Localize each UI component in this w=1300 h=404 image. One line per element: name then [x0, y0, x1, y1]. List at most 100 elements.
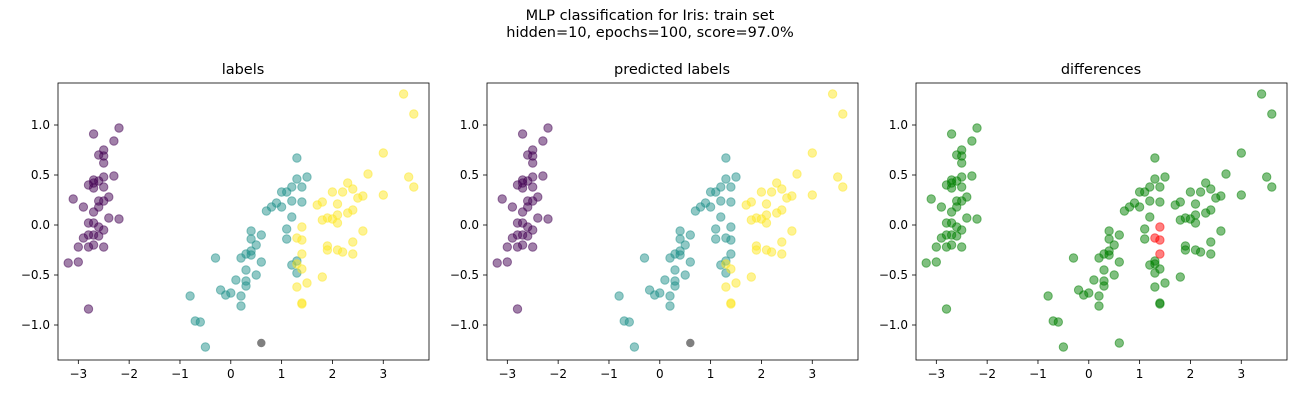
data-point	[99, 242, 109, 252]
data-point	[1104, 226, 1114, 236]
y-tick-label: −0.5	[21, 268, 50, 282]
data-point	[1134, 202, 1145, 212]
data-point	[746, 272, 756, 282]
data-point	[670, 265, 680, 275]
data-point	[1195, 247, 1206, 257]
data-point	[1256, 89, 1267, 99]
data-point	[88, 207, 99, 217]
data-point	[777, 249, 787, 259]
x-tick-label: −3	[498, 367, 516, 381]
y-tick-label: 0.5	[460, 168, 479, 182]
data-point	[297, 235, 307, 245]
data-point	[246, 226, 256, 236]
data-point	[78, 233, 89, 243]
plot-frame	[915, 82, 1288, 361]
data-point	[741, 200, 751, 210]
plot-frame	[57, 82, 430, 361]
data-point	[337, 187, 348, 197]
data-point	[1058, 342, 1069, 352]
chart-title-predicted-labels: predicted labels	[614, 62, 730, 78]
data-point	[941, 304, 952, 314]
data-point	[921, 258, 931, 268]
x-tick-label: 1	[707, 367, 715, 381]
data-point	[104, 213, 114, 223]
x-tick-label: −1	[600, 367, 618, 381]
data-point	[731, 172, 741, 182]
data-point	[543, 123, 553, 133]
data-point	[731, 278, 741, 288]
data-point	[690, 206, 701, 216]
y-tick-label: 1.0	[460, 118, 479, 132]
data-point	[73, 242, 84, 252]
data-point	[1155, 182, 1165, 192]
data-point	[766, 247, 777, 257]
data-point	[287, 212, 297, 222]
data-point	[931, 257, 941, 267]
data-point	[1211, 193, 1221, 203]
data-point	[517, 207, 528, 217]
data-point	[675, 226, 685, 236]
data-point	[94, 231, 104, 241]
data-point	[1079, 290, 1089, 300]
x-tick-label: 2	[329, 367, 337, 381]
data-point	[1155, 235, 1165, 245]
data-point	[675, 250, 685, 260]
data-point	[497, 194, 507, 204]
x-tick-label: 0	[227, 367, 235, 381]
data-point	[957, 182, 967, 192]
data-point	[317, 272, 327, 282]
data-point	[926, 194, 936, 204]
plot-frame	[486, 82, 859, 361]
x-tick-label: −3	[69, 367, 87, 381]
data-point	[409, 109, 419, 119]
data-point	[751, 245, 762, 255]
data-point	[246, 250, 256, 260]
data-point	[282, 187, 292, 197]
data-point	[348, 237, 358, 247]
x-tick-label: −1	[1029, 367, 1047, 381]
data-point	[78, 202, 89, 212]
data-point	[931, 242, 941, 252]
data-point	[1190, 218, 1201, 228]
x-tick-label: −2	[120, 367, 138, 381]
data-point	[241, 265, 251, 275]
data-point	[502, 257, 512, 267]
data-point	[297, 197, 307, 207]
data-point	[332, 218, 343, 228]
data-point	[726, 249, 736, 259]
data-point	[946, 129, 957, 139]
data-point	[711, 187, 721, 197]
data-point	[322, 245, 333, 255]
data-point	[946, 207, 957, 217]
data-point	[772, 178, 782, 188]
data-point	[297, 264, 307, 274]
data-point	[302, 172, 312, 182]
data-point	[292, 174, 302, 184]
data-point	[838, 109, 848, 119]
data-point	[523, 231, 533, 241]
data-point	[210, 253, 221, 263]
data-point	[512, 242, 523, 252]
data-point	[967, 171, 977, 181]
data-point	[109, 171, 119, 181]
data-point	[766, 187, 777, 197]
data-point	[1104, 250, 1114, 260]
data-point	[1155, 197, 1165, 207]
y-tick-label: 0.5	[31, 168, 50, 182]
data-point	[967, 136, 977, 146]
data-point	[538, 171, 548, 181]
data-point	[251, 240, 261, 250]
data-point	[528, 242, 538, 252]
data-point	[276, 202, 287, 212]
data-point	[492, 258, 502, 268]
data-point	[650, 290, 660, 300]
data-point	[716, 196, 726, 206]
data-point	[680, 270, 690, 280]
data-point	[1155, 299, 1165, 309]
data-point	[838, 182, 848, 192]
data-point	[726, 264, 736, 274]
data-point	[1099, 281, 1109, 291]
data-point	[624, 317, 634, 327]
data-point	[1053, 317, 1064, 327]
data-point	[1155, 264, 1165, 274]
